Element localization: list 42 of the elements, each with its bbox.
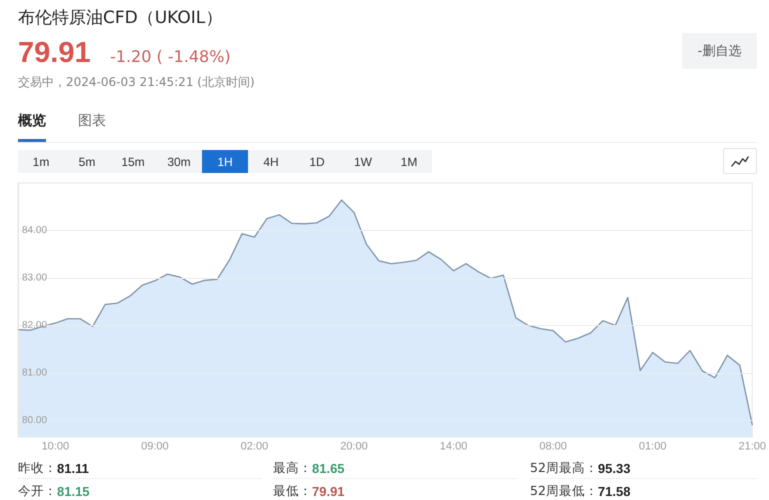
interval-button[interactable]: 1m [18, 150, 64, 173]
interval-button[interactable]: 5m [64, 150, 110, 173]
remove-watchlist-button[interactable]: -删自选 [682, 33, 757, 69]
tab[interactable]: 概览 [18, 113, 46, 130]
text: 81.65 [312, 460, 345, 476]
text: 交易中，2024-06-03 21:45:21 (北京时间) [18, 75, 255, 90]
text: -1.20 ( -1.48%) [110, 47, 231, 66]
interval-button[interactable]: 1M [386, 150, 432, 173]
x-tick-label: 21:00 [738, 440, 766, 452]
x-tick-label: 08:00 [539, 440, 567, 452]
y-tick-label: 81.00 [22, 367, 48, 378]
y-tick-label: 83.00 [22, 272, 48, 284]
chart-style-button[interactable] [723, 148, 757, 174]
text: 79.91 [18, 37, 91, 70]
interval-button[interactable]: 4H [248, 150, 294, 173]
y-tick-label: 82.00 [22, 320, 48, 331]
y-tick-label: 84.00 [22, 224, 48, 236]
interval-button[interactable]: 30m [156, 150, 202, 173]
chart-title: 布伦特原油CFD（UKOIL） [18, 8, 222, 29]
text: 今开： [18, 482, 57, 500]
text: 81.15 [57, 484, 90, 498]
text: 95.33 [598, 460, 630, 476]
tab[interactable]: 图表 [78, 113, 106, 130]
text: 81.11 [57, 460, 89, 476]
x-tick-label: 20:00 [340, 440, 368, 452]
text: 52周最高： [530, 460, 598, 476]
text: 最高： [273, 460, 312, 476]
text: 最低： [273, 482, 312, 500]
interval-button[interactable]: 1D [294, 150, 340, 173]
text: 52周最低： [530, 482, 598, 500]
x-tick-label: 02:00 [240, 440, 268, 452]
x-tick-label: 01:00 [638, 440, 666, 452]
text: 79.91 [312, 484, 345, 498]
text: 昨收： [18, 460, 57, 476]
interval-button[interactable]: 1W [340, 150, 386, 173]
text: 71.58 [598, 484, 630, 498]
interval-button[interactable]: 1H [202, 150, 248, 173]
x-tick-label: 10:00 [42, 440, 70, 452]
x-tick-label: 14:00 [440, 440, 468, 452]
y-tick-label: 80.00 [22, 414, 48, 426]
x-tick-label: 09:00 [141, 440, 169, 452]
interval-button[interactable]: 15m [110, 150, 156, 173]
